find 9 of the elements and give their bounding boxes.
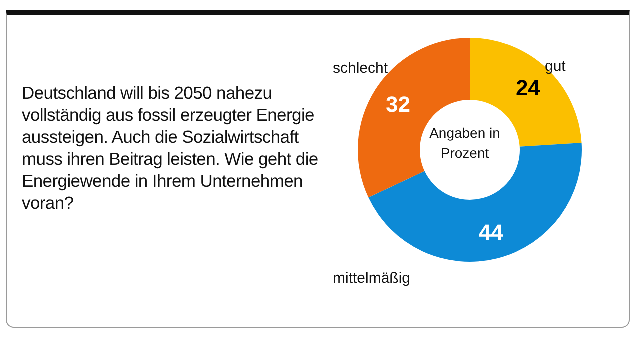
data-label: 44 xyxy=(478,220,504,245)
text: Deutschland will bis 2050 nahezu vollständig aus fossil erzeugter Energie aussteigen. Auch die Sozialwirtschaft muss ihren Beitrag leisten. Wie geht die Energiewende in Ihrem Unternehmen voran? xyxy=(22,82,320,214)
slice-label: mittelmäßig xyxy=(333,270,411,287)
donut-slice xyxy=(368,142,582,262)
slice-label: gut xyxy=(545,58,566,75)
data-label: 32 xyxy=(386,92,410,117)
text: Angaben in Prozent xyxy=(428,124,502,163)
data-label: 24 xyxy=(516,76,542,101)
slice-label: schlecht xyxy=(333,60,388,77)
